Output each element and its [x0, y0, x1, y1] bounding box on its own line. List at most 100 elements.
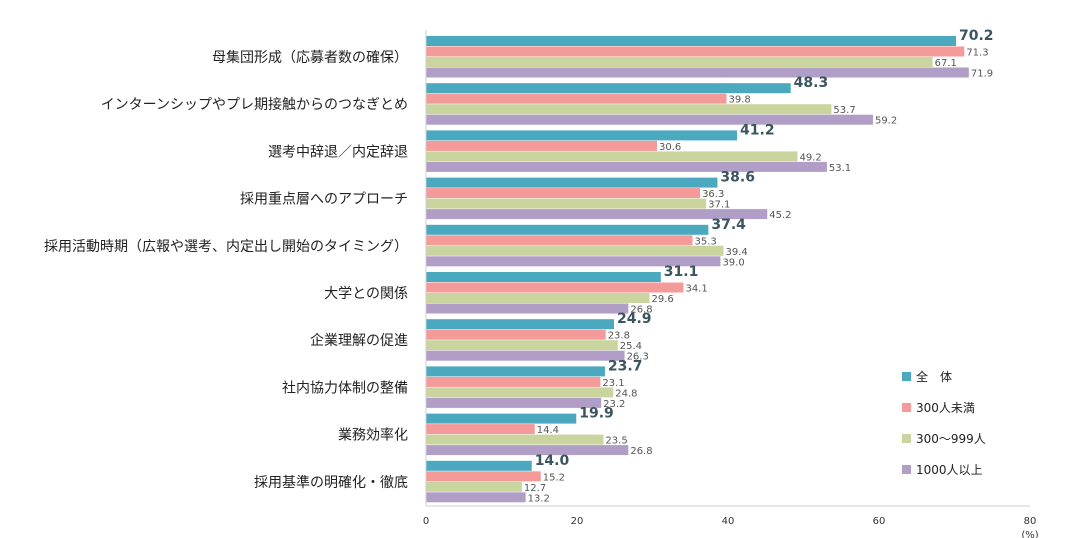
legend-swatch — [902, 465, 911, 474]
category-labels: 母集団形成（応募者数の確保） インターンシップやプレ期接触からのつなぎとめ選考中辞… — [44, 49, 408, 491]
legend-swatch — [902, 434, 911, 443]
legend-swatch — [902, 403, 911, 412]
category-label: 企業理解の促進 — [310, 332, 408, 349]
legend: 全 体 300人未満 300〜999人 1000人以上 — [902, 369, 986, 477]
bar — [426, 140, 658, 151]
bar — [426, 130, 738, 141]
category-label: 大学との関係 — [324, 286, 408, 302]
bar — [426, 272, 661, 282]
bar — [426, 492, 526, 503]
bar — [426, 366, 605, 377]
bar — [426, 161, 827, 172]
category-label: 選考中辞退／内定辞退 — [268, 144, 408, 160]
data-label: 26.8 — [630, 305, 652, 316]
bar — [426, 46, 965, 57]
data-label: 36.3 — [702, 189, 724, 200]
bar — [426, 319, 614, 330]
x-unit-label: (%) — [1021, 530, 1038, 538]
data-label: 24.9 — [617, 311, 652, 327]
x-tick-label: 0 — [423, 516, 429, 527]
data-label: 34.1 — [685, 284, 707, 295]
data-label: 71.9 — [971, 69, 993, 80]
data-label: 39.0 — [722, 257, 744, 268]
data-label: 70.2 — [959, 28, 994, 44]
bar — [426, 188, 701, 199]
bar — [426, 397, 602, 408]
bar — [426, 329, 606, 340]
data-label: 41.2 — [740, 122, 775, 138]
legend-label: 1000人以上 — [916, 463, 983, 477]
legend-label: 300〜999人 — [916, 432, 986, 446]
data-label: 12.7 — [524, 483, 546, 494]
x-tick-label: 40 — [722, 516, 735, 527]
bar — [426, 481, 522, 492]
data-label: 67.1 — [935, 58, 957, 69]
bar — [426, 445, 629, 456]
category-label: 採用活動時期（広報や選考、内定出し開始のタイミング） — [44, 239, 408, 255]
bar — [426, 340, 618, 351]
bar — [426, 413, 577, 424]
data-label: 13.2 — [528, 493, 550, 504]
bar — [426, 424, 535, 435]
category-label: 社内協力体制の整備 — [282, 380, 408, 396]
bar — [426, 245, 724, 256]
bar — [426, 224, 709, 235]
bar — [426, 104, 832, 115]
data-label: 38.6 — [720, 170, 755, 186]
bar — [426, 83, 791, 94]
x-tick-labels: 0 20 40 60 80 — [423, 516, 1037, 527]
x-tick-label: 80 — [1024, 516, 1037, 527]
category-label: 母集団形成（応募者数の確保） — [212, 49, 408, 66]
data-label: 23.5 — [605, 436, 627, 447]
bar — [426, 114, 873, 125]
legend-swatch — [902, 372, 911, 381]
data-label: 23.2 — [603, 399, 625, 410]
bar — [426, 36, 957, 46]
legend-label: 300人未満 — [916, 401, 975, 415]
data-label: 15.2 — [543, 472, 565, 483]
data-label: 29.6 — [651, 294, 673, 305]
bar — [426, 93, 727, 104]
data-label: 24.8 — [615, 388, 637, 399]
bar — [426, 57, 933, 67]
bar — [426, 434, 604, 445]
data-label: 45.2 — [769, 210, 791, 221]
bar — [426, 471, 541, 482]
bars-layer: 70.2 71.3 67.1 71.9 48.3 39.8 53.7 59.2 41.2 30.6… — [426, 28, 994, 504]
data-label: 31.1 — [664, 264, 699, 280]
data-label: 59.2 — [875, 116, 897, 127]
data-label: 53.1 — [829, 163, 851, 174]
x-axis — [425, 30, 1030, 507]
x-tick-label: 20 — [571, 516, 584, 527]
data-label: 25.4 — [620, 341, 642, 352]
bar — [426, 303, 629, 314]
data-label: 26.3 — [627, 352, 649, 363]
data-label: 35.3 — [695, 236, 717, 247]
data-label: 39.4 — [725, 247, 747, 258]
bar — [426, 376, 601, 387]
bar — [426, 282, 684, 293]
bar — [426, 293, 650, 303]
data-label: 23.8 — [608, 331, 630, 342]
bar — [426, 387, 614, 398]
data-label: 37.4 — [711, 217, 746, 233]
category-label: インターンシップやプレ期接触からのつなぎとめ — [101, 96, 408, 113]
data-label: 39.8 — [728, 95, 750, 106]
data-label: 30.6 — [659, 142, 681, 153]
data-label: 48.3 — [794, 75, 829, 91]
legend-label: 全 体 — [916, 369, 952, 384]
bar — [426, 235, 693, 246]
category-label: 業務効率化 — [338, 427, 408, 444]
data-label: 37.1 — [708, 200, 730, 211]
bar — [426, 209, 768, 220]
bar — [426, 460, 532, 471]
category-label: 採用重点層へのアプローチ — [240, 192, 408, 208]
data-label: 14.0 — [535, 453, 570, 469]
bar — [426, 198, 707, 209]
bar — [426, 256, 721, 267]
data-label: 26.8 — [630, 446, 652, 457]
data-label: 23.1 — [602, 378, 624, 389]
bar — [426, 177, 718, 188]
category-label: 採用基準の明確化・徹底 — [254, 474, 408, 491]
